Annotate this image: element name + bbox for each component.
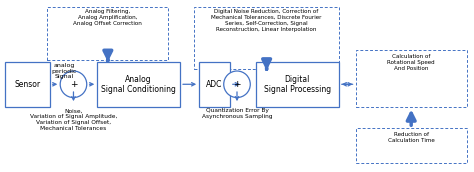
- FancyBboxPatch shape: [356, 128, 467, 163]
- Text: Quantization Error By
Asynchronous Sampling: Quantization Error By Asynchronous Sampl…: [202, 108, 272, 119]
- Ellipse shape: [224, 71, 250, 98]
- FancyBboxPatch shape: [97, 62, 180, 107]
- Text: Analog
Signal Conditioning: Analog Signal Conditioning: [101, 75, 176, 94]
- Text: Calculation of
Rotational Speed
And Position: Calculation of Rotational Speed And Posi…: [387, 54, 435, 71]
- Text: +: +: [233, 80, 241, 89]
- FancyBboxPatch shape: [199, 62, 230, 107]
- FancyBboxPatch shape: [47, 7, 168, 60]
- Text: Sensor: Sensor: [14, 80, 40, 89]
- Text: Digital Noise Reduction, Correction of
Mechanical Tolerances, Discrete Fourier
S: Digital Noise Reduction, Correction of M…: [211, 9, 322, 32]
- FancyBboxPatch shape: [5, 62, 50, 107]
- Text: Noise,
Variation of Signal Amplitude,
Variation of Signal Offset,
Mechanical Tol: Noise, Variation of Signal Amplitude, Va…: [30, 108, 117, 131]
- FancyBboxPatch shape: [256, 62, 339, 107]
- Text: Digital
Signal Processing: Digital Signal Processing: [264, 75, 331, 94]
- Text: Reduction of
Calculation Time: Reduction of Calculation Time: [388, 132, 435, 143]
- FancyBboxPatch shape: [356, 50, 467, 107]
- Text: +: +: [70, 80, 77, 89]
- Text: ADC: ADC: [206, 80, 223, 89]
- FancyBboxPatch shape: [194, 7, 339, 69]
- Ellipse shape: [60, 71, 87, 98]
- Text: Analog Filtering,
Analog Amplification,
Analog Offset Correction: Analog Filtering, Analog Amplification, …: [73, 9, 142, 26]
- Text: analog
periodic
Signal: analog periodic Signal: [51, 63, 77, 79]
